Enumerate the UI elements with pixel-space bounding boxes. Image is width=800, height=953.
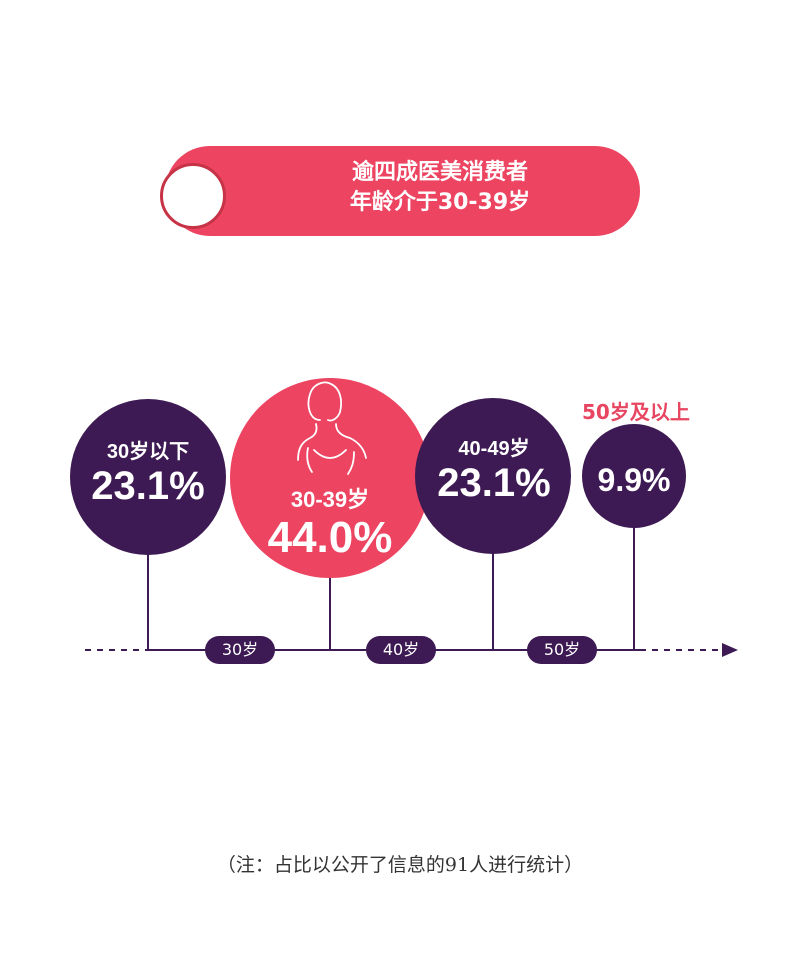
bubble-mark: [70, 399, 226, 555]
title-line-2: 年龄介于30-39岁: [349, 190, 531, 215]
bubble-40-49: 40-49岁 23.1%: [416, 437, 572, 505]
bubble-value: 23.1%: [91, 464, 205, 508]
bubble-value: 44.0%: [267, 513, 393, 562]
bubble-mark: [230, 378, 430, 578]
bubble-label: 30岁以下: [106, 441, 190, 463]
bubble-label-50-plus: 50岁及以上: [582, 400, 690, 424]
bubble-30-39: 30-39岁 44.0%: [230, 487, 430, 563]
bubble-label: 30-39岁: [290, 487, 370, 512]
footnote: （注：占比以公开了信息的91人进行统计）: [216, 854, 584, 876]
title-banner: [165, 146, 640, 236]
chart-title: 逾四成医美消费者 年龄介于30-39岁: [240, 158, 640, 218]
bubble-mark: [415, 398, 571, 554]
bubble-50-plus: 9.9%: [582, 462, 686, 498]
axis-arrow-icon: [722, 643, 738, 657]
bubble-label: 40-49岁: [458, 438, 530, 460]
bubble-mark: [582, 424, 686, 528]
bubble-value: 9.9%: [597, 462, 671, 498]
woman-silhouette-icon: [297, 381, 367, 475]
bubble-value: 23.1%: [437, 461, 551, 505]
axis-tick-50: 50岁: [527, 636, 597, 664]
axis-tick-30: 30岁: [205, 636, 275, 664]
banner-circle-icon: [160, 163, 226, 229]
bubble-under-30: 30岁以下 23.1%: [70, 440, 226, 508]
title-line-1: 逾四成医美消费者: [351, 160, 528, 185]
axis-tick-40: 40岁: [366, 636, 436, 664]
